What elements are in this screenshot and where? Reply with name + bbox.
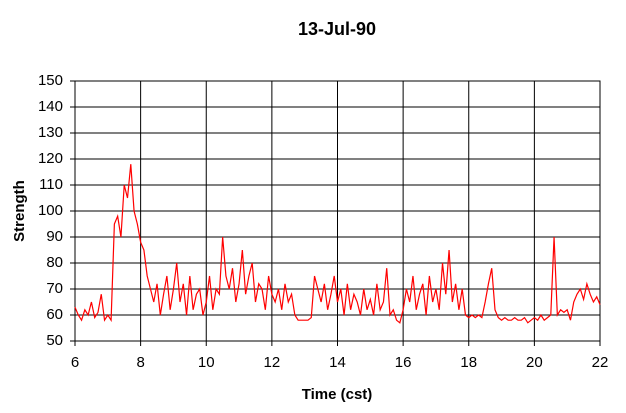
x-tick-label: 20 <box>526 354 543 371</box>
data-line <box>74 164 601 324</box>
x-axis-label: Time (cst) <box>302 386 373 403</box>
x-tick-label: 12 <box>264 354 281 371</box>
y-tick-label: 130 <box>38 124 63 141</box>
x-tick-label: 6 <box>71 354 79 371</box>
x-tick-label: 22 <box>592 354 609 371</box>
y-tick-label: 50 <box>46 332 63 349</box>
y-tick-label: 100 <box>38 202 63 219</box>
y-tick-label: 70 <box>46 280 63 297</box>
y-tick-label: 60 <box>46 306 63 323</box>
y-tick-label: 150 <box>38 72 63 89</box>
y-tick-label: 110 <box>39 176 63 193</box>
x-tick-label: 14 <box>329 354 346 371</box>
y-tick-label: 80 <box>46 254 63 271</box>
y-tick-label: 120 <box>38 150 63 167</box>
x-tick-label: 16 <box>395 354 412 371</box>
x-tick-label: 8 <box>136 354 144 371</box>
x-tick-label: 18 <box>460 354 477 371</box>
y-axis-label: Strength <box>11 180 28 242</box>
y-tick-label: 140 <box>38 98 63 115</box>
chart-title: 13-Jul-90 <box>298 19 376 39</box>
x-tick-label: 10 <box>198 354 215 371</box>
plot-frame <box>74 80 601 342</box>
y-tick-label: 90 <box>46 228 63 245</box>
